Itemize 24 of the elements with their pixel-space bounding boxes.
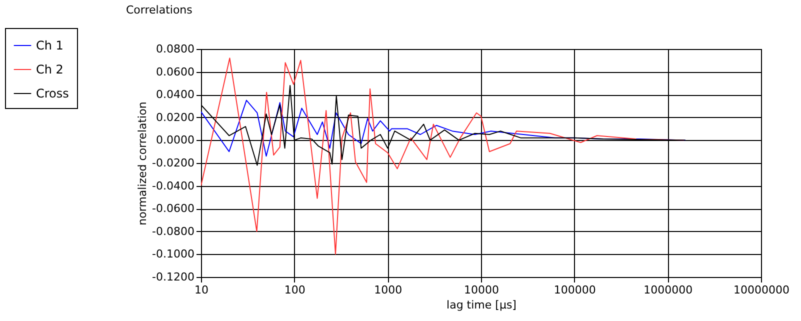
y-axis-title: normalized correlation bbox=[136, 102, 150, 226]
y-tick-label: -0.0200 bbox=[152, 156, 194, 170]
y-tick-label: -0.1200 bbox=[152, 270, 194, 284]
y-tick-label: -0.1000 bbox=[152, 248, 194, 261]
x-tick-label: 100 bbox=[284, 284, 306, 296]
y-tick-label: -0.0600 bbox=[152, 202, 194, 216]
x-tick-label: 10000 bbox=[464, 284, 499, 296]
chart-title: Correlations bbox=[126, 4, 193, 16]
x-tick-label: 10000000 bbox=[734, 284, 790, 296]
legend-label: Ch 2 bbox=[36, 62, 64, 76]
x-tick-label: 1000000 bbox=[644, 284, 693, 296]
legend-label: Cross bbox=[36, 86, 69, 100]
x-tick-label: 100000 bbox=[554, 284, 596, 296]
x-tick-label: 1000 bbox=[374, 284, 402, 296]
y-tick-label: 0.0600 bbox=[156, 65, 194, 78]
legend-label: Ch 1 bbox=[36, 38, 64, 52]
y-tick-label: 0.0800 bbox=[156, 42, 194, 56]
x-axis-title: lag time [µs] bbox=[446, 298, 516, 312]
x-tick-label: 10 bbox=[194, 284, 208, 296]
y-tick-label: 0.0200 bbox=[156, 110, 194, 124]
y-tick-label: -0.0400 bbox=[152, 179, 194, 192]
y-tick-label: 0.0400 bbox=[156, 88, 194, 102]
y-tick-label: 0.0000 bbox=[156, 134, 194, 147]
y-tick-label: -0.0800 bbox=[152, 224, 194, 238]
